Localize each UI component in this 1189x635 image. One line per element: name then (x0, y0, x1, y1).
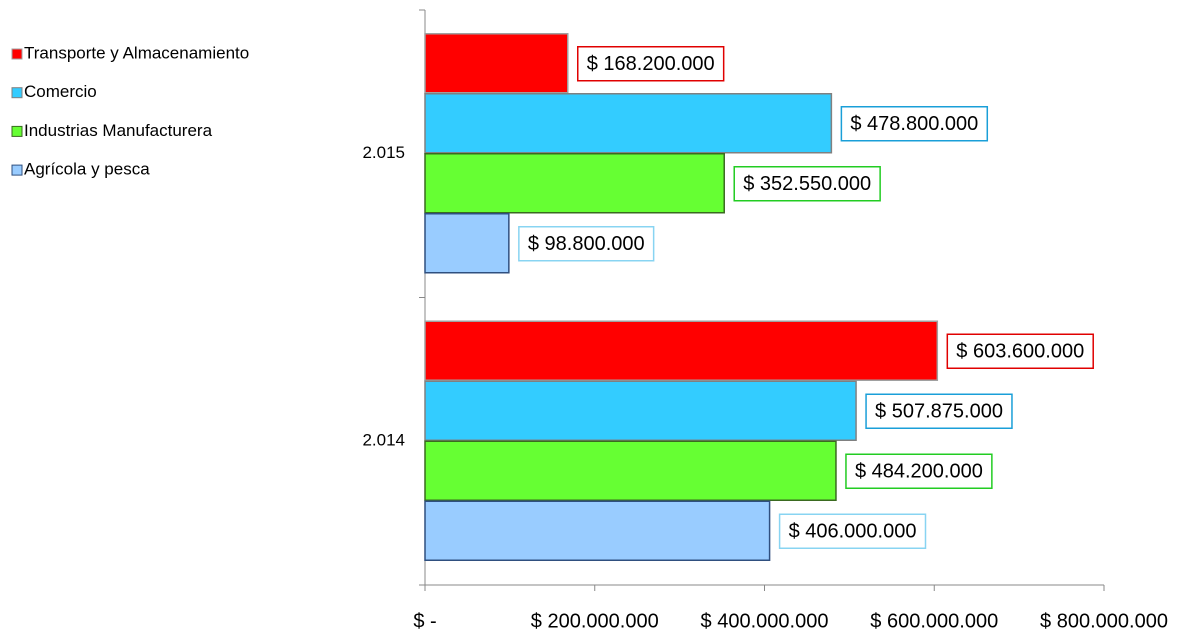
value-label: $ 352.550.000 (743, 173, 871, 195)
x-tick-label: $ 600.000.000 (870, 610, 998, 632)
legend-label: Transporte y Almacenamiento (24, 43, 249, 62)
legend-label: Agrícola y pesca (24, 160, 150, 179)
value-label-box (778, 513, 927, 549)
value-label: $ 98.800.000 (528, 233, 645, 255)
x-tick-label: $ 200.000.000 (531, 610, 659, 632)
value-label-box (946, 333, 1094, 369)
legend-swatch (11, 87, 23, 99)
value-label-box (577, 46, 725, 82)
bar (424, 33, 569, 94)
bar (424, 380, 857, 441)
x-tick-label: $ - (413, 610, 436, 632)
value-label-box (733, 166, 881, 202)
x-tick-label: $ 800.000.000 (1040, 610, 1168, 632)
bar (424, 153, 725, 214)
bar (424, 320, 939, 381)
value-label: $ 406.000.000 (789, 521, 917, 543)
x-tick-label: $ 400.000.000 (701, 610, 829, 632)
value-label: $ 168.200.000 (587, 53, 715, 75)
value-label: $ 507.875.000 (875, 401, 1003, 423)
value-label-box (518, 226, 655, 262)
legend-swatch (11, 48, 23, 60)
legend-label: Industrias Manufacturera (24, 121, 213, 140)
legend-swatch (11, 164, 23, 176)
bar (424, 500, 771, 561)
value-label-box (865, 393, 1013, 429)
legend-swatch (11, 125, 23, 137)
y-tick-label: 2.014 (362, 431, 405, 450)
legend-label: Comercio (24, 82, 97, 101)
y-tick-label: 2.015 (362, 143, 405, 162)
value-label: $ 603.600.000 (956, 341, 1084, 363)
value-label: $ 478.800.000 (850, 113, 978, 135)
value-label-box (840, 106, 989, 142)
bar (424, 213, 510, 274)
value-label-box (845, 453, 993, 489)
bar (424, 93, 833, 154)
bar (424, 440, 837, 501)
value-label: $ 484.200.000 (855, 461, 983, 483)
